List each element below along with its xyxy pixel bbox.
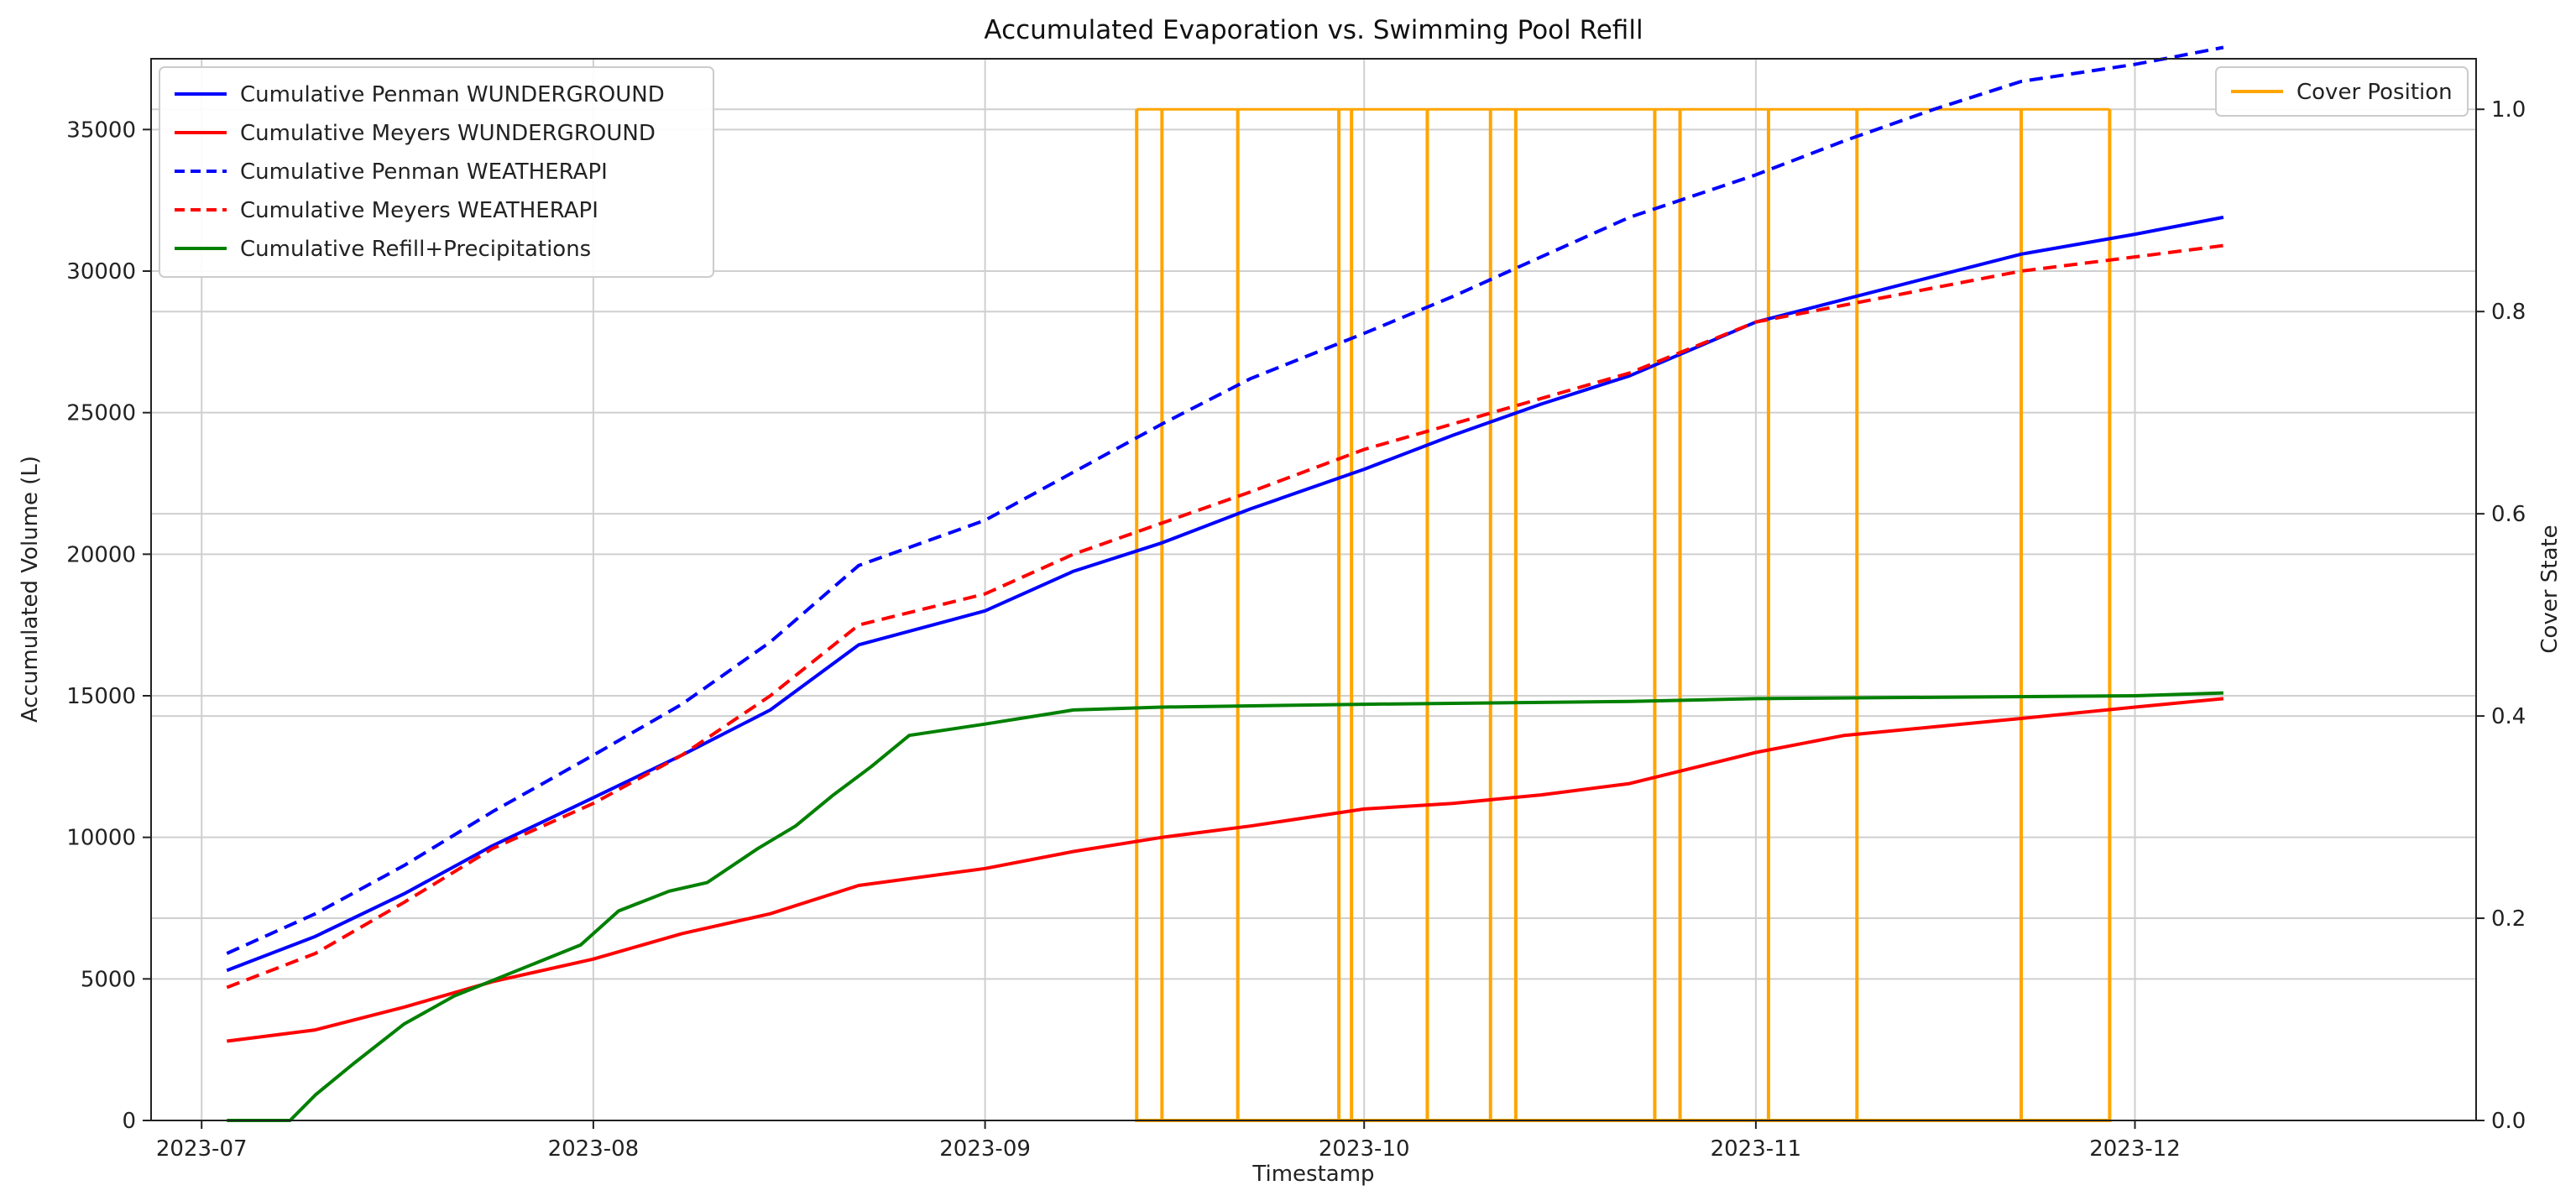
series-line bbox=[226, 45, 2224, 955]
y-axis-right: 0.0 0.2 0.4 0.6 0.8 1.0 bbox=[2476, 97, 2526, 1134]
legend-right: Cover Position bbox=[2215, 66, 2469, 117]
y-tick-label: 10000 bbox=[66, 826, 136, 851]
y2-tick-label: 0.8 bbox=[2491, 300, 2526, 325]
x-tick-label: 2023-07 bbox=[156, 1136, 248, 1162]
x-axis-title: Timestamp bbox=[1251, 1162, 1374, 1187]
legend-left-box bbox=[159, 66, 714, 278]
chart-title: Accumulated Evaporation vs. Swimming Poo… bbox=[984, 15, 1643, 45]
legend-label: Cumulative Meyers WUNDERGROUND bbox=[240, 121, 656, 146]
y-axis-title: Accumulated Volume (L) bbox=[18, 456, 43, 723]
y2-tick-label: 1.0 bbox=[2491, 97, 2526, 123]
x-tick-label: 2023-09 bbox=[939, 1136, 1031, 1162]
legend-label: Cumulative Meyers WEATHERAPI bbox=[240, 198, 598, 223]
x-tick-label: 2023-10 bbox=[1319, 1136, 1410, 1162]
legend-left: Cumulative Penman WUNDERGROUND Cumulative… bbox=[159, 66, 714, 278]
legend-right-box bbox=[2215, 66, 2469, 117]
legend-label: Cumulative Penman WUNDERGROUND bbox=[240, 82, 665, 107]
y-tick-label: 35000 bbox=[66, 118, 136, 143]
y2-tick-label: 0.2 bbox=[2491, 906, 2526, 932]
x-tick-label: 2023-12 bbox=[2089, 1136, 2181, 1162]
series-lines bbox=[226, 45, 2224, 1122]
y2-axis-title: Cover State bbox=[2537, 525, 2563, 653]
y2-tick-label: 0.0 bbox=[2491, 1109, 2526, 1134]
y2-tick-label: 0.4 bbox=[2491, 704, 2526, 729]
legend-label: Cumulative Penman WEATHERAPI bbox=[240, 159, 608, 185]
series-line bbox=[227, 691, 2223, 1122]
series-line bbox=[226, 215, 2224, 973]
x-tick-label: 2023-08 bbox=[548, 1136, 640, 1162]
y-tick-label: 5000 bbox=[81, 967, 136, 992]
legend-label: Cumulative Refill+Precipitations bbox=[240, 237, 591, 262]
y-tick-label: 15000 bbox=[66, 684, 136, 709]
y2-tick-label: 0.6 bbox=[2491, 502, 2526, 527]
legend-label: Cover Position bbox=[2296, 80, 2453, 105]
y-tick-label: 20000 bbox=[66, 542, 136, 567]
y-tick-label: 25000 bbox=[66, 401, 136, 426]
y-tick-label: 30000 bbox=[66, 259, 136, 285]
y-tick-label: 0 bbox=[122, 1109, 136, 1134]
series-line bbox=[226, 243, 2224, 990]
series-line bbox=[227, 697, 2224, 1043]
x-axis: 2023-07 2023-08 2023-09 2023-10 2023-11 2023-… bbox=[156, 1120, 2181, 1162]
x-tick-label: 2023-11 bbox=[1711, 1136, 1802, 1162]
plot-area-frame bbox=[150, 58, 2477, 1121]
y-axis-left: 0 5000 10000 15000 20000 25000 30000 35000 bbox=[66, 118, 151, 1134]
